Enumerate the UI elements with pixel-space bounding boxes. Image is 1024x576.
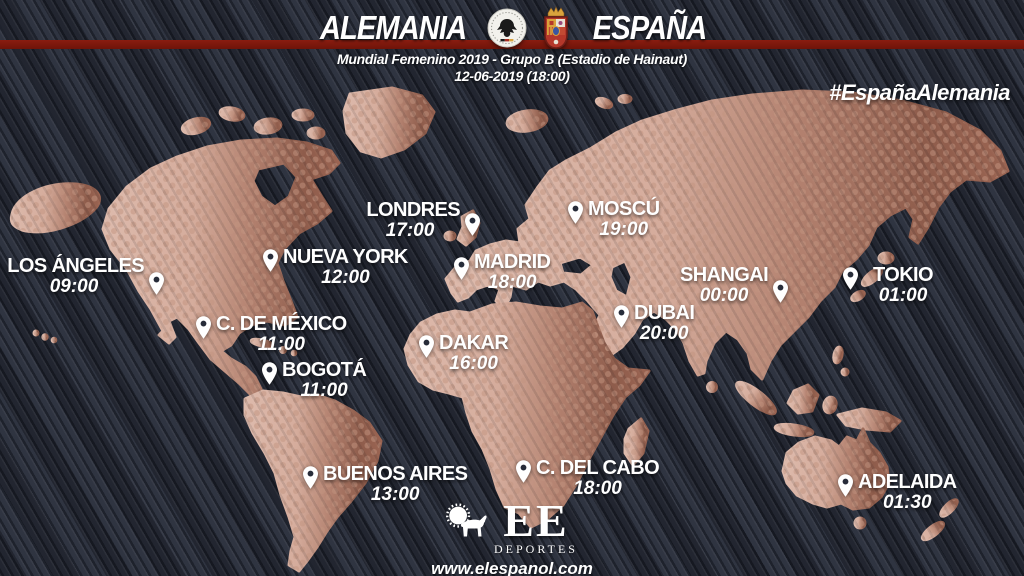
city-time: 18:00 bbox=[573, 477, 622, 499]
city-name: BOGOTÁ bbox=[282, 359, 367, 381]
city-time: 19:00 bbox=[599, 218, 649, 240]
city-marker-dubai: DUBAI 20:00 bbox=[614, 302, 695, 344]
city-name: LOS ÁNGELES bbox=[7, 255, 144, 277]
city-time: 20:00 bbox=[639, 322, 689, 344]
map-pin-icon bbox=[568, 201, 583, 224]
rfef-crest-icon bbox=[544, 6, 568, 49]
map-pin-icon bbox=[614, 305, 629, 328]
city-time: 00:00 bbox=[699, 284, 749, 306]
map-pin-icon bbox=[149, 272, 164, 295]
city-name: DAKAR bbox=[439, 332, 509, 354]
website-url: www.elespanol.com bbox=[431, 559, 593, 576]
competition-line: Mundial Femenino 2019 - Grupo B (Estadio… bbox=[337, 51, 687, 67]
city-marker-los-angeles: LOS ÁNGELES 09:00 bbox=[4, 256, 164, 297]
logo-subtext: DEPORTES bbox=[494, 542, 578, 556]
map-pin-icon bbox=[516, 460, 531, 483]
home-team-name: ALEMANIA bbox=[319, 9, 467, 46]
city-name: MADRID bbox=[474, 251, 551, 273]
city-marker-madrid: MADRID 18:00 bbox=[454, 251, 551, 293]
city-marker-dakar: DAKAR 16:00 bbox=[419, 332, 509, 374]
city-name: C. DEL CABO bbox=[536, 457, 660, 479]
city-time: 01:00 bbox=[878, 284, 928, 306]
city-name: SHANGAI bbox=[680, 264, 769, 286]
map-pin-icon bbox=[419, 335, 434, 358]
city-name: DUBAI bbox=[634, 302, 695, 324]
city-marker-buenos-aires: BUENOS AIRES 13:00 bbox=[303, 463, 468, 505]
city-marker-londres: LONDRES 17:00 bbox=[360, 200, 480, 241]
city-name: NUEVA YORK bbox=[283, 246, 408, 268]
map-pin-icon bbox=[196, 316, 211, 339]
city-name: LONDRES bbox=[366, 199, 460, 221]
publisher-logo: EE DEPORTES www.elespanol.com bbox=[0, 495, 1024, 576]
city-time: 01:30 bbox=[882, 491, 932, 513]
logo-text: EE bbox=[503, 495, 569, 546]
map-pin-icon bbox=[454, 257, 469, 280]
city-marker-tokio: TOKIO 01:00 bbox=[843, 264, 934, 306]
city-name: ADELAIDA bbox=[858, 471, 957, 493]
map-pin-icon bbox=[262, 362, 277, 385]
city-name: MOSCÚ bbox=[588, 198, 660, 220]
map-pin-icon bbox=[838, 474, 853, 497]
hashtag: #EspañaAlemania bbox=[829, 80, 1010, 105]
city-time: 11:00 bbox=[300, 379, 348, 401]
match-datetime: 12-06-2019 (18:00) bbox=[454, 68, 570, 84]
city-marker-c-de-mexico: C. DE MÉXICO 11:00 bbox=[196, 314, 347, 355]
city-time: 09:00 bbox=[49, 275, 99, 297]
map-pin-icon bbox=[773, 280, 788, 303]
city-name: BUENOS AIRES bbox=[323, 463, 468, 485]
city-time: 16:00 bbox=[449, 352, 498, 374]
city-marker-adelaida: ADELAIDA 01:30 bbox=[838, 472, 957, 513]
away-team-name: ESPAÑA bbox=[592, 9, 707, 46]
city-marker-moscu: MOSCÚ 19:00 bbox=[568, 198, 660, 240]
city-marker-bogota: BOGOTÁ 11:00 bbox=[262, 359, 367, 401]
city-time: 13:00 bbox=[370, 483, 420, 505]
lion-icon bbox=[446, 503, 487, 537]
city-time: 12:00 bbox=[321, 266, 370, 288]
map-pin-icon bbox=[303, 466, 318, 489]
city-name: C. DE MÉXICO bbox=[216, 313, 347, 335]
dfb-crest-icon bbox=[487, 8, 527, 48]
city-marker-nueva-york: NUEVA YORK 12:00 bbox=[263, 247, 408, 288]
city-marker-c-del-cabo: C. DEL CABO 18:00 bbox=[516, 457, 660, 499]
match-title: ALEMANIA ESPAÑA bbox=[0, 6, 1024, 50]
map-pin-icon bbox=[263, 249, 278, 272]
city-marker-shangai: SHANGAI 00:00 bbox=[680, 265, 784, 306]
city-time: 17:00 bbox=[385, 219, 435, 241]
city-time: 18:00 bbox=[487, 271, 537, 293]
city-time: 11:00 bbox=[257, 333, 305, 355]
map-pin-icon bbox=[465, 213, 480, 236]
city-name: TOKIO bbox=[873, 264, 934, 286]
map-pin-icon bbox=[843, 267, 858, 290]
